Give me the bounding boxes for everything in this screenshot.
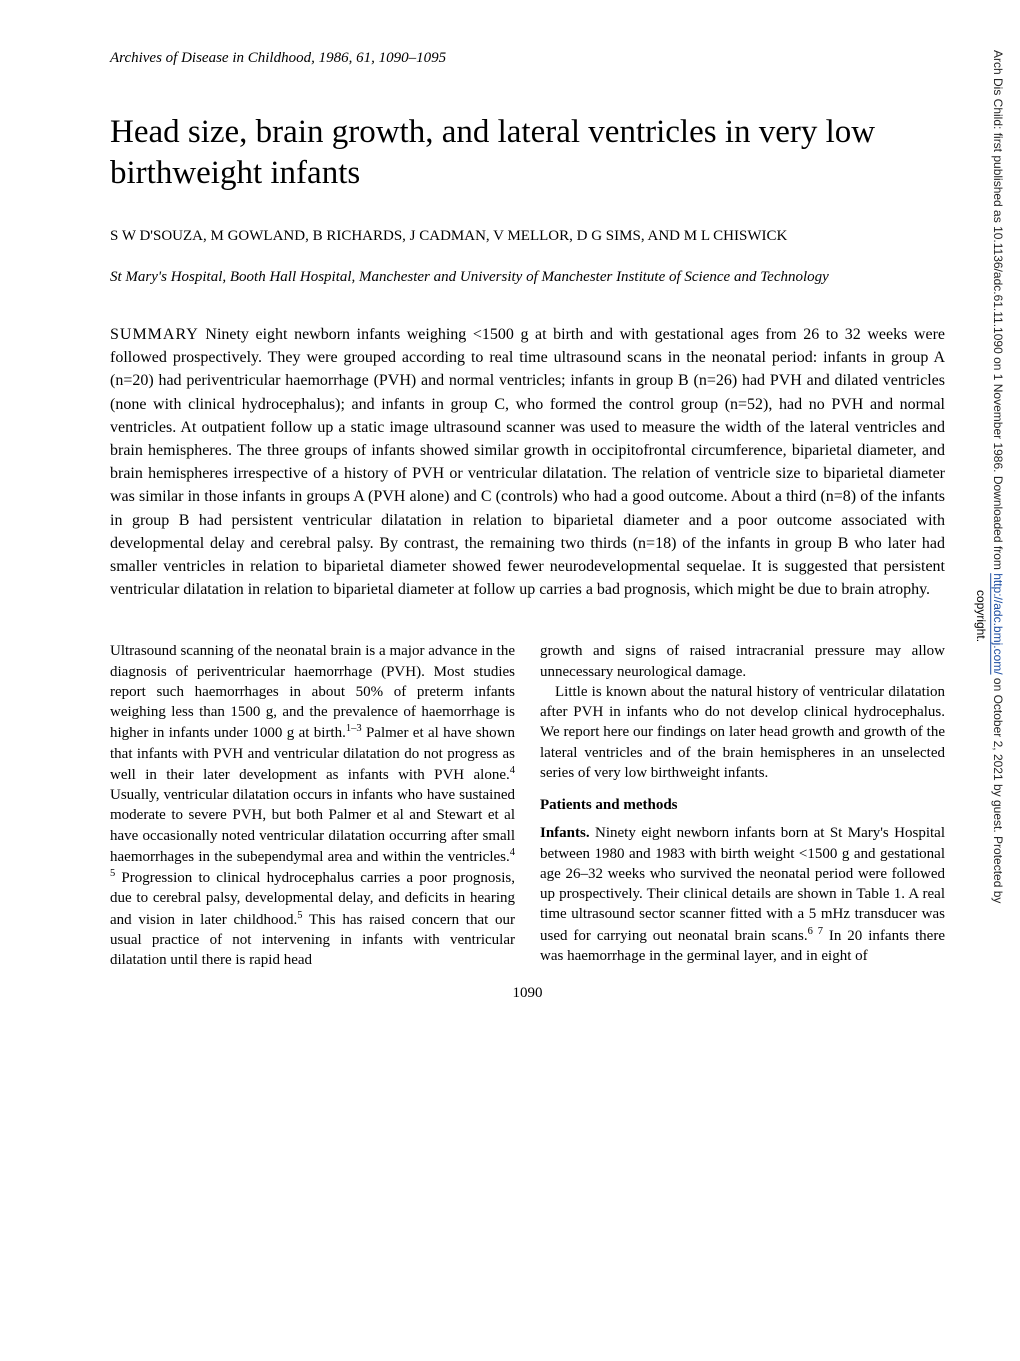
right-para-2: Little is known about the natural histor… — [540, 682, 945, 783]
section-heading: Patients and methods — [540, 795, 945, 815]
citation-ref: 1–3 — [346, 723, 362, 734]
left-column: Ultrasound scanning of the neonatal brai… — [110, 641, 515, 970]
right-para-3: Infants. Ninety eight newborn infants bo… — [540, 823, 945, 966]
body-columns: Ultrasound scanning of the neonatal brai… — [110, 641, 945, 970]
left-p1-text-c: Usually, ventricular dilatation occurs i… — [110, 787, 515, 865]
right-p3-text-a: Ninety eight newborn infants born at St … — [540, 825, 945, 943]
sidebar-text-pre: Arch Dis Child: first published as 10.11… — [991, 50, 1005, 573]
citation-ref: 4 — [510, 765, 515, 776]
sidebar-citation: Arch Dis Child: first published as 10.11… — [989, 50, 1006, 903]
authors: S W D'SOUZA, M GOWLAND, B RICHARDS, J CA… — [110, 225, 945, 248]
citation-ref: 6 7 — [808, 926, 823, 937]
affiliation: St Mary's Hospital, Booth Hall Hospital,… — [110, 267, 945, 288]
sidebar-copyright: copyright. — [974, 590, 988, 642]
sidebar-text-post: on October 2, 2021 by guest. Protected b… — [991, 675, 1005, 904]
summary-text: Ninety eight newborn infants weighing <1… — [110, 326, 945, 598]
right-para-1: growth and signs of raised intracranial … — [540, 641, 945, 682]
sidebar-link[interactable]: http://adc.bmj.com/ — [991, 573, 1005, 674]
summary-label: SUMMARY — [110, 326, 199, 343]
summary: SUMMARY Ninety eight newborn infants wei… — [110, 323, 945, 601]
run-in-heading: Infants. — [540, 825, 590, 841]
article-title: Head size, brain growth, and lateral ven… — [110, 112, 945, 195]
journal-citation: Archives of Disease in Childhood, 1986, … — [110, 50, 945, 67]
page-number: 1090 — [110, 985, 945, 1002]
left-para-1: Ultrasound scanning of the neonatal brai… — [110, 641, 515, 970]
right-column: growth and signs of raised intracranial … — [540, 641, 945, 970]
